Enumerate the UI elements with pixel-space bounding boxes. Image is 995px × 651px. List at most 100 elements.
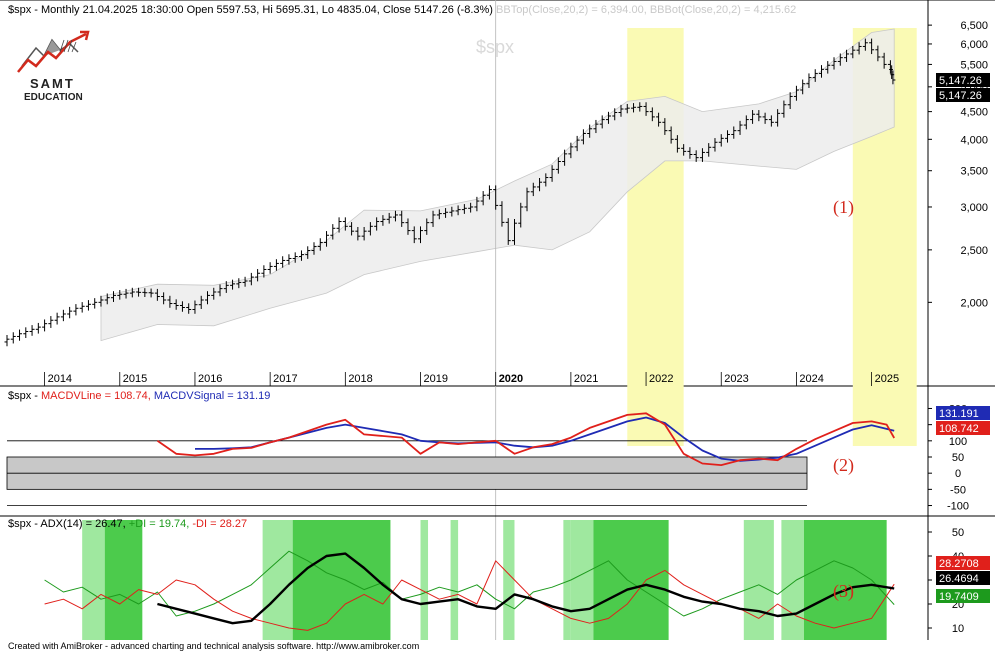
ohlc-bar xyxy=(574,135,580,152)
macd-line-label: 108.742 xyxy=(939,423,979,435)
year-tick-label: 2018 xyxy=(348,373,372,385)
ohlc-bar xyxy=(123,288,129,299)
adx-trend-zone xyxy=(743,520,774,640)
ohlc-bar xyxy=(474,196,480,212)
ohlc-bar xyxy=(261,265,267,278)
ohlc-bar xyxy=(79,302,85,313)
ohlc-bar xyxy=(511,219,517,245)
ohlc-bar xyxy=(305,246,311,259)
minus-di-label: 28.2708 xyxy=(939,558,979,570)
ohlc-bar xyxy=(787,92,793,110)
ohlc-bar xyxy=(236,278,242,289)
ohlc-bar xyxy=(443,208,449,218)
ohlc-bar xyxy=(430,210,436,227)
macd-header: $spx - MACDVLine = 108.74, MACDVSignal =… xyxy=(8,390,270,402)
ohlc-bar xyxy=(890,70,896,85)
price-y-tick-label: 2,000 xyxy=(960,297,988,309)
ohlc-bar xyxy=(60,309,66,322)
ohlc-bar xyxy=(568,142,574,159)
ohlc-bar xyxy=(386,212,392,224)
ohlc-bar xyxy=(693,150,699,162)
ohlc-bar xyxy=(129,287,135,298)
ohlc-bar xyxy=(762,112,768,124)
adx-trend-zone xyxy=(593,520,669,640)
close-price-label: 5,147.26 xyxy=(939,90,982,102)
year-tick-label: 2020 xyxy=(499,373,523,385)
ohlc-bar xyxy=(618,104,624,117)
ohlc-bar xyxy=(179,301,185,312)
adx-header: $spx - ADX(14) = 26.47, +DI = 19.74, -DI… xyxy=(8,518,247,530)
ohlc-bar xyxy=(23,327,29,339)
price-header: $spx - Monthly 21.04.2025 18:30:00 Open … xyxy=(8,4,796,16)
ohlc-bar xyxy=(524,187,530,212)
adx-trend-zone xyxy=(803,520,887,640)
last-price-label-bg xyxy=(936,73,990,87)
macd-y-tick-label: 50 xyxy=(952,452,964,464)
ohlc-bar xyxy=(104,293,110,305)
price-y-tick-label: 6,000 xyxy=(960,39,988,51)
ohlc-bar xyxy=(737,120,743,135)
ohlc-bar xyxy=(280,256,286,268)
ohlc-bar xyxy=(781,100,787,118)
ohlc-bar xyxy=(286,254,292,265)
price-y-tick-label: 4,000 xyxy=(960,134,988,146)
panel-label-3: (3) xyxy=(833,581,854,601)
ohlc-bar xyxy=(844,49,850,62)
ohlc-bar xyxy=(712,138,718,152)
ohlc-bar xyxy=(775,109,781,127)
ohlc-bar xyxy=(167,295,173,308)
close-price-label-bg xyxy=(936,88,990,102)
adx-y-tick-label: 50 xyxy=(952,527,964,539)
ohlc-bar xyxy=(92,298,98,309)
macd-signal-value: MACDVSignal = 131.19 xyxy=(153,390,271,402)
macd-signal-label: 131.191 xyxy=(939,408,979,420)
ohlc-bar xyxy=(674,135,680,153)
ohlc-bar xyxy=(85,300,91,311)
logo-education-text: EDUCATION xyxy=(24,92,83,103)
adx-trend-zone xyxy=(563,520,571,640)
ohlc-bar xyxy=(455,205,461,216)
plus-di-value: +DI = 19.74, xyxy=(128,518,190,530)
year-tick-label: 2017 xyxy=(273,373,297,385)
adx-trend-zone xyxy=(503,520,515,640)
ohlc-bar xyxy=(706,143,712,157)
minus-di-label-bg xyxy=(936,556,990,570)
ohlc-bar xyxy=(756,110,762,122)
year-tick-label: 2016 xyxy=(198,373,222,385)
adx-trend-zone xyxy=(104,520,143,640)
ohlc-bar xyxy=(223,281,229,293)
ohlc-bar xyxy=(699,148,705,162)
ohlc-bar xyxy=(549,165,555,182)
ohlc-bar xyxy=(449,206,455,217)
year-tick-label: 2021 xyxy=(574,373,598,385)
ohlc-bar xyxy=(48,316,54,328)
ohlc-bar xyxy=(355,226,361,241)
plus-di-line xyxy=(44,550,895,617)
ohlc-bar xyxy=(267,262,273,274)
ohlc-bar xyxy=(42,319,48,332)
year-tick-label: 2015 xyxy=(123,373,147,385)
ohlc-bar xyxy=(273,259,279,271)
ohlc-bar xyxy=(831,57,837,70)
ohlc-bar xyxy=(292,252,298,263)
ohlc-bar xyxy=(881,52,887,69)
ohlc-bar xyxy=(204,291,210,305)
ohlc-bar xyxy=(411,226,417,244)
ohlc-bar xyxy=(530,182,536,197)
price-y-tick-label: 3,000 xyxy=(960,202,988,214)
adx-trend-zone xyxy=(570,520,594,640)
macd-y-tick-label: -100 xyxy=(947,501,969,513)
ohlc-bar xyxy=(612,108,618,121)
adx-y-tick-label: 10 xyxy=(952,623,964,635)
ohlc-bar xyxy=(825,61,831,74)
ohlc-bar xyxy=(324,231,330,247)
ohlc-bar xyxy=(336,217,342,233)
ohlc-bar xyxy=(349,222,355,236)
macd-line-label-bg xyxy=(936,421,990,435)
ohlc-bar xyxy=(405,218,411,235)
ohlc-bar xyxy=(198,295,204,309)
price-y-tick-label: 6,500 xyxy=(960,20,988,32)
macd-y-tick-label: 100 xyxy=(949,436,967,448)
macd-signal-line xyxy=(195,416,895,462)
ohlc-bar xyxy=(54,312,60,325)
